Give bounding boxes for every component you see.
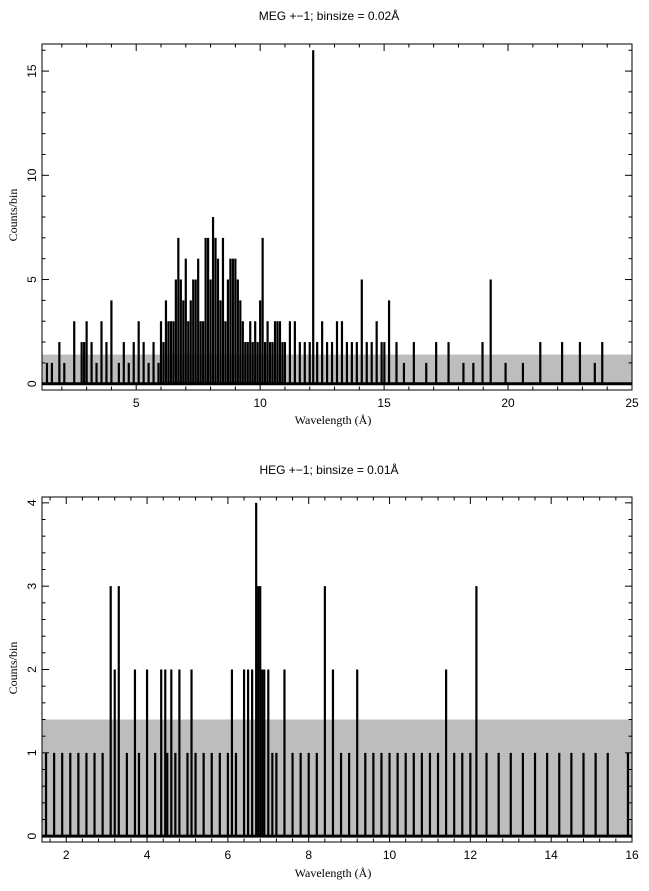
heg-background-band [42, 719, 632, 837]
heg-y-tick-label: 0 [25, 833, 39, 840]
heg-x-tick-label: 12 [464, 848, 478, 862]
meg-x-tick-label: 5 [133, 396, 140, 410]
heg-x-tick-label: 4 [144, 848, 151, 862]
meg-y-tick-label: 5 [25, 276, 39, 283]
heg-x-tick-label: 6 [225, 848, 232, 862]
meg-x-tick-label: 20 [501, 396, 515, 410]
heg-x-tick-label: 16 [625, 848, 639, 862]
heg-y-tick-label: 4 [25, 499, 39, 506]
heg-x-axis-label: Wavelength (Å) [295, 866, 372, 880]
meg-x-tick-label: 25 [625, 396, 639, 410]
meg-y-axis-label: Counts/bin [6, 189, 20, 242]
heg-y-tick-label: 1 [25, 749, 39, 756]
heg-chart-title: HEG +−1; binsize = 0.01Å [259, 462, 398, 477]
heg-spectrum-panel: HEG +−1; binsize = 0.01Å Wavelength (Å) … [6, 462, 639, 880]
meg-x-axis-label: Wavelength (Å) [295, 413, 372, 427]
heg-x-tick-label: 14 [544, 848, 558, 862]
heg-x-tick-label: 2 [63, 848, 70, 862]
meg-spectrum-panel: MEG +−1; binsize = 0.02Å Wavelength (Å) … [6, 8, 639, 427]
meg-x-tick-label: 15 [377, 396, 391, 410]
meg-y-tick-label: 10 [25, 168, 39, 182]
heg-y-tick-label: 3 [25, 583, 39, 590]
heg-x-tick-label: 8 [305, 848, 312, 862]
meg-chart-title: MEG +−1; binsize = 0.02Å [259, 8, 399, 23]
heg-y-tick-label: 2 [25, 666, 39, 673]
meg-y-tick-label: 0 [25, 380, 39, 387]
heg-y-axis-label: Counts/bin [6, 642, 20, 695]
heg-x-tick-label: 10 [383, 848, 397, 862]
meg-y-tick-label: 15 [25, 64, 39, 78]
meg-x-tick-label: 10 [253, 396, 267, 410]
